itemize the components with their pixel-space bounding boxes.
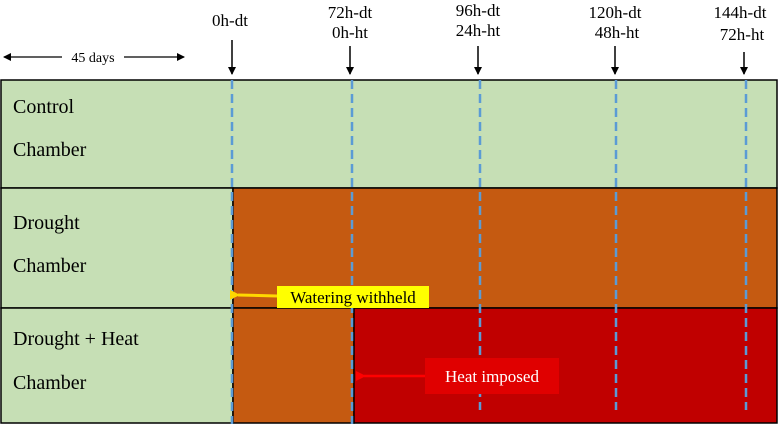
watering-label: Watering withheld (290, 288, 416, 307)
timepoint-2-label: 96h-dt (456, 1, 501, 20)
timepoint-2-sublabel: 24h-ht (456, 21, 501, 40)
row-labels: Control Chamber Drought Chamber Drought … (13, 96, 139, 394)
row-drought-sublabel: Chamber (13, 255, 87, 277)
timepoint-0-label: 0h-dt (212, 11, 248, 30)
timepoint-1-label: 72h-dt (328, 3, 373, 22)
control-chamber-band (0, 79, 778, 189)
row-drought-heat-label: Drought + Heat (13, 328, 139, 350)
watering-label-box (277, 286, 429, 308)
drought-heat-pre-band (0, 307, 234, 424)
heat-imposed-annotation: Heat imposed (356, 358, 559, 394)
timepoint-markers: 0h-dt 72h-dt 0h-ht 96h-dt 24h-ht 120h-dt… (212, 1, 767, 75)
timepoint-4-sublabel: 72h-ht (720, 25, 765, 44)
heat-label-box (425, 358, 559, 394)
heat-label: Heat imposed (445, 367, 539, 386)
timepoint-3-sublabel: 48h-ht (595, 23, 640, 42)
timepoint-4-label: 144h-dt (714, 3, 767, 22)
row-control-label: Control (13, 96, 75, 118)
timepoint-guide-lines (230, 80, 748, 424)
drought-chamber-pre-band (0, 187, 234, 309)
timepoint-1-sublabel: 0h-ht (332, 23, 368, 42)
row-control-sublabel: Chamber (13, 139, 87, 161)
duration-indicator: 45 days (3, 51, 185, 66)
drought-heat-heat-band (353, 307, 778, 424)
timepoint-3-label: 120h-dt (589, 3, 642, 22)
watering-arrow (229, 289, 278, 300)
watering-withheld-annotation: Watering withheld (229, 286, 429, 308)
row-drought-label: Drought (13, 212, 80, 234)
duration-label: 45 days (71, 51, 114, 66)
drought-heat-drought-band (232, 307, 355, 424)
row-drought-heat-sublabel: Chamber (13, 372, 87, 394)
